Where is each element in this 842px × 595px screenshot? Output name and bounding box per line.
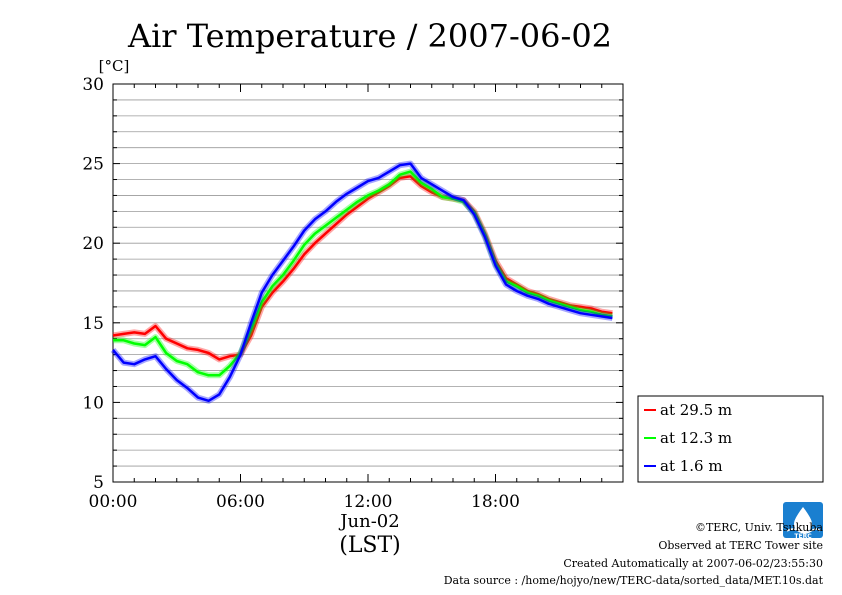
legend-label: at 1.6 m [660,457,723,475]
water-drop-icon [794,507,812,533]
x-tick-label: 18:00 [471,492,520,512]
y-tick-label: 5 [93,473,104,493]
x-tick-label: 12:00 [344,492,393,512]
x-date-label: Jun-02 [338,511,399,532]
x-axis: 00:00 06:00 12:00 18:00 [89,84,603,512]
y-tick-label: 10 [82,393,104,413]
y-tick-label: 15 [82,314,104,334]
y-tick-label: 30 [82,75,104,95]
copyright-text: ©TERC, Univ. Tsukuba [695,521,823,534]
y-axis: 5 10 15 20 25 30 [82,75,623,493]
chart-title: Air Temperature / 2007-06-02 [127,17,612,55]
legend-box [637,395,824,483]
source-text: Data source : /home/hojyo/new/TERC-data/… [444,574,824,587]
series-line [112,175,613,361]
y-tick-label: 20 [82,234,104,254]
series-line [112,162,613,403]
legend-label: at 12.3 m [660,429,732,447]
y-tick-label: 25 [82,155,104,175]
grid-lines [113,99,623,467]
terc-logo: TERC [783,502,823,540]
legend-label: at 29.5 m [660,401,732,419]
y-unit-label: [°C] [99,57,130,75]
x-tick-label: 06:00 [216,492,265,512]
series-group [110,160,613,404]
created-text: Created Automatically at 2007-06-02/23:5… [563,557,823,570]
legend: at 29.5 m at 12.3 m at 1.6 m [637,395,824,483]
site-text: Observed at TERC Tower site [658,539,823,552]
plot-frame [112,83,624,483]
x-tick-label: 00:00 [89,492,138,512]
x-axis-label: (LST) [339,533,401,558]
wave-icon [786,528,821,534]
series-line [113,170,613,377]
logo-text: TERC [794,533,812,540]
